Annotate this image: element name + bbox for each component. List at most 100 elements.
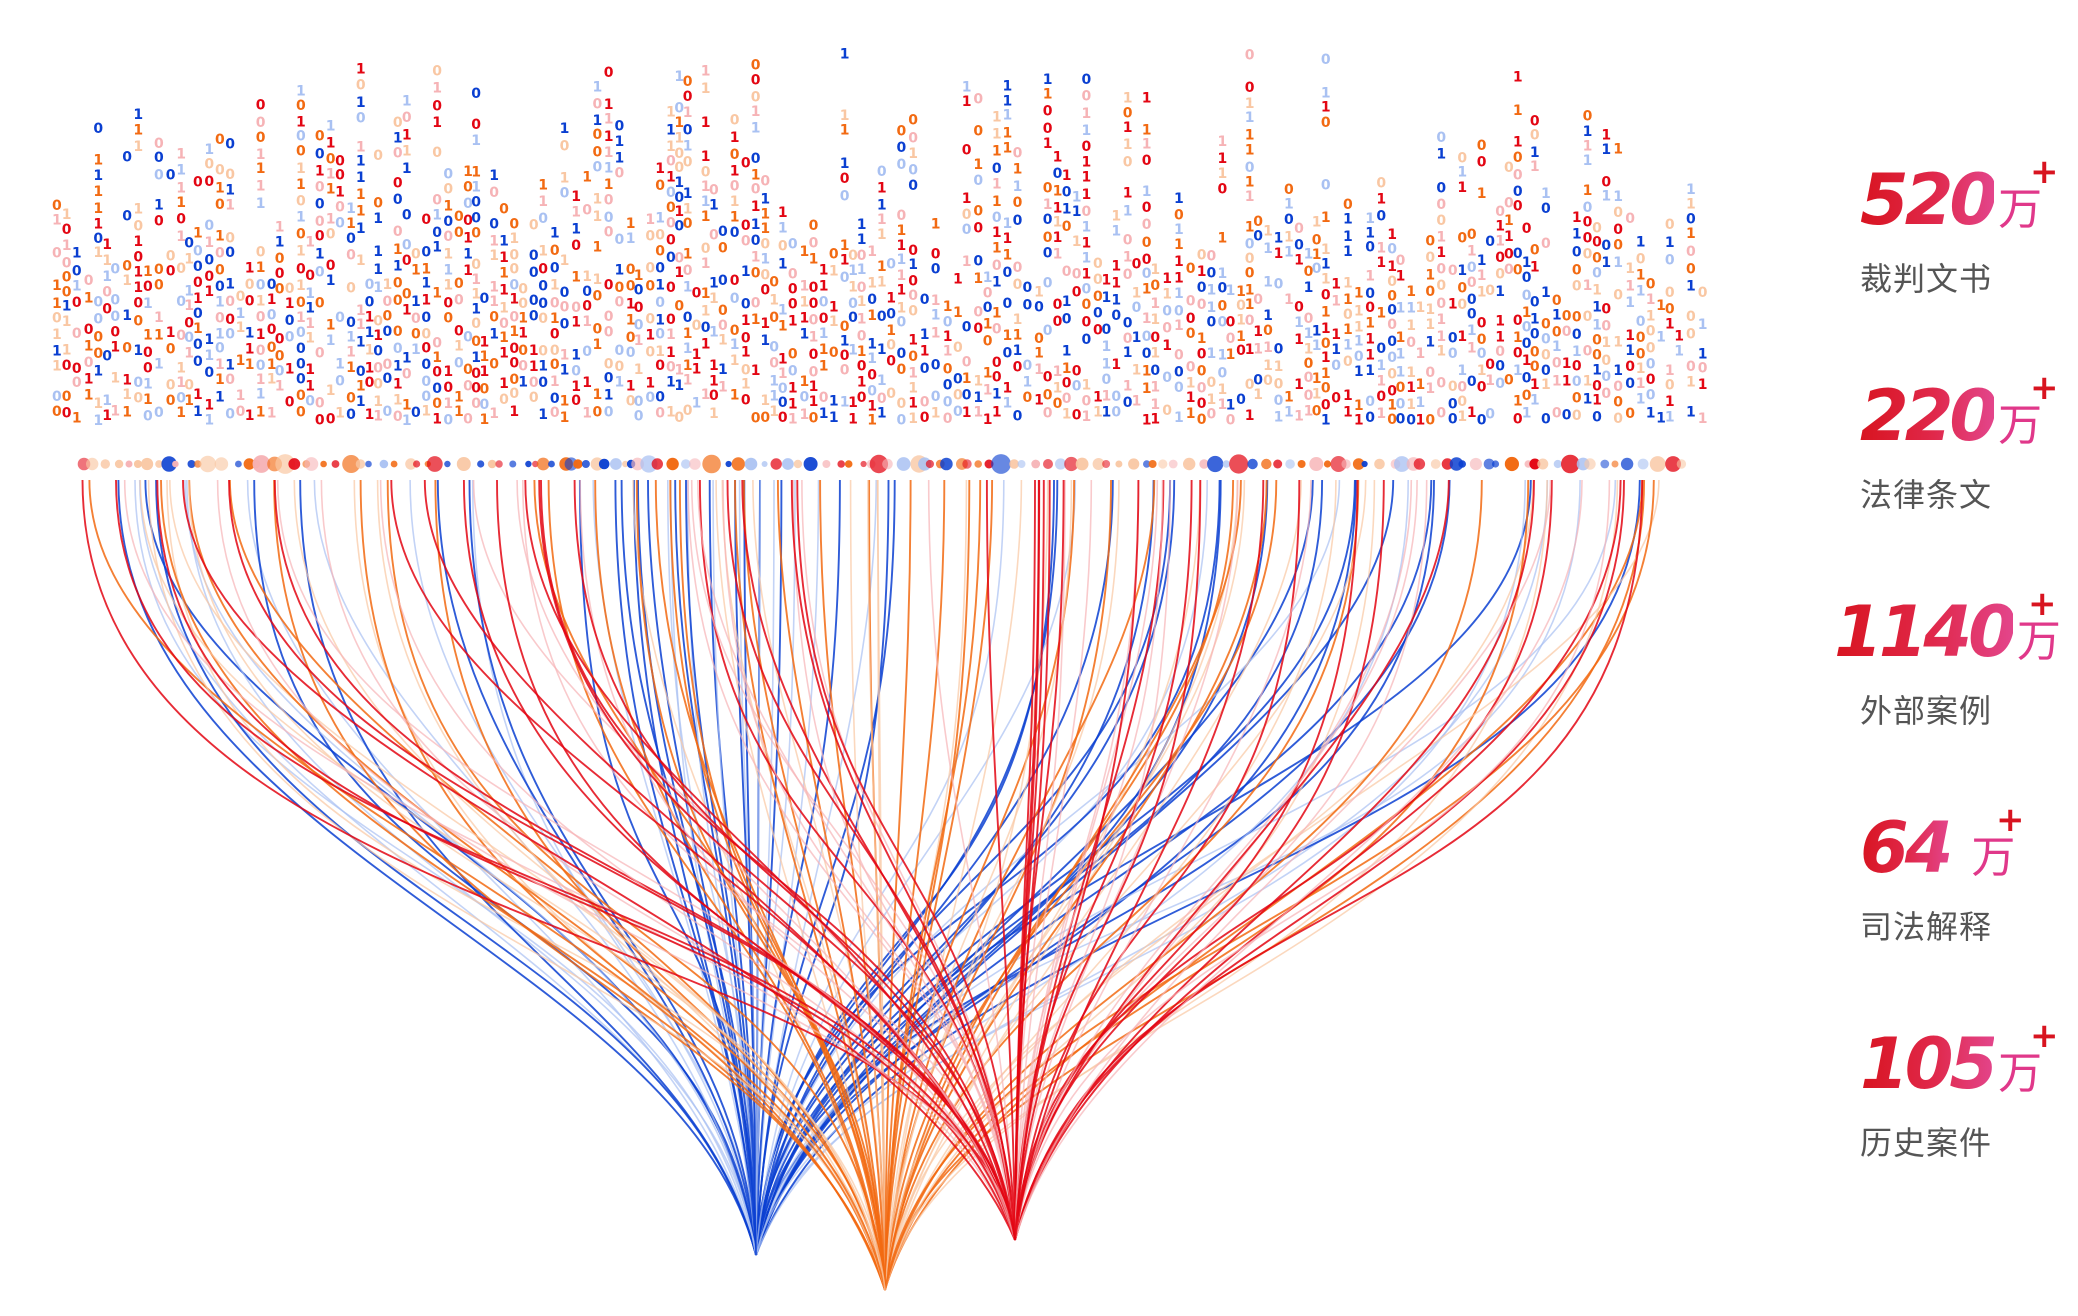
flow-curve — [884, 479, 946, 1291]
binary-digit: 1 — [1132, 330, 1142, 346]
binary-digit: 0 — [1053, 166, 1063, 182]
binary-digit: 0 — [215, 163, 225, 179]
binary-digit: 0 — [1665, 217, 1675, 233]
binary-digit: 1 — [432, 286, 442, 302]
binary-digit: 0 — [62, 284, 72, 300]
binary-digit: 1 — [1513, 363, 1523, 379]
binary-digit: 1 — [655, 344, 665, 360]
binary-digit: 1 — [256, 405, 266, 421]
binary-digit: 0 — [1186, 311, 1196, 327]
binary-digit: 0 — [1376, 341, 1386, 357]
binary-digit: 1 — [992, 177, 1002, 193]
binary-digit: 1 — [1686, 404, 1696, 420]
binary-digit: 1 — [840, 395, 850, 411]
binary-digit: 1 — [356, 204, 366, 220]
binary-digit: 1 — [102, 237, 112, 253]
binary-digit: 0 — [1572, 245, 1582, 261]
binary-digit: 1 — [983, 317, 993, 333]
binary-digit: 1 — [509, 324, 519, 340]
binary-digit: 0 — [518, 343, 528, 359]
binary-digit: 0 — [383, 294, 393, 310]
binary-digit: 1 — [1102, 290, 1112, 306]
data-dot — [379, 459, 389, 469]
binary-digit: 0 — [1646, 324, 1656, 340]
binary-digit: 0 — [1142, 200, 1152, 216]
binary-digit: 0 — [463, 379, 473, 395]
binary-digit: 1 — [1093, 404, 1103, 420]
binary-digit: 1 — [683, 358, 693, 374]
binary-digit: 0 — [489, 309, 499, 325]
binary-digit: 0 — [225, 230, 235, 246]
binary-digit: 1 — [1082, 170, 1092, 186]
binary-digit: 0 — [454, 324, 464, 340]
binary-digit: 0 — [335, 373, 345, 389]
binary-digit: 0 — [1043, 370, 1053, 386]
binary-digit: 1 — [373, 328, 383, 344]
binary-digit: 1 — [741, 264, 751, 280]
binary-digit: 1 — [1522, 406, 1532, 422]
binary-digit: 0 — [1436, 213, 1446, 229]
binary-digit: 0 — [1304, 356, 1314, 372]
binary-digit: 0 — [315, 413, 325, 429]
flow-curve — [1014, 479, 1359, 1241]
binary-digit: 1 — [538, 407, 548, 423]
data-dot — [1637, 458, 1649, 470]
binary-digit: 0 — [983, 286, 993, 302]
binary-digit: 1 — [1562, 356, 1572, 372]
data-dot — [187, 460, 196, 468]
binary-digit: 1 — [1436, 147, 1446, 163]
binary-digit: 1 — [666, 405, 676, 421]
binary-digit: 0 — [718, 224, 728, 240]
binary-digit: 1 — [1436, 245, 1446, 261]
binary-digit: 0 — [184, 330, 194, 346]
binary-digit: 1 — [1253, 341, 1263, 357]
binary-digit: 1 — [983, 412, 993, 428]
binary-digit: 1 — [1530, 260, 1540, 276]
flow-curve — [755, 479, 1341, 1256]
binary-digit: 1 — [1477, 186, 1487, 202]
binary-digit: 0 — [133, 313, 143, 329]
stat-label: 法律条文 — [1860, 476, 1993, 514]
binary-digit: 1 — [778, 352, 788, 368]
binary-digit: 0 — [897, 314, 907, 330]
binary-digit: 1 — [443, 263, 453, 279]
binary-digit: 1 — [1034, 362, 1044, 378]
binary-digit: 1 — [1376, 374, 1386, 390]
binary-digit: 1 — [480, 335, 490, 351]
binary-digit: 0 — [267, 340, 277, 356]
binary-digit: 1 — [604, 97, 614, 113]
binary-digit: 1 — [373, 280, 383, 296]
binary-digit: 0 — [1236, 298, 1246, 314]
binary-digit: 1 — [373, 408, 383, 424]
data-dot — [1584, 458, 1596, 470]
binary-digit: 1 — [176, 147, 186, 163]
binary-digit: 1 — [335, 357, 345, 373]
binary-digit: 0 — [730, 273, 740, 289]
binary-digit: 0 — [1082, 281, 1092, 297]
binary-digit: 0 — [931, 262, 941, 278]
binary-digit: 0 — [421, 374, 431, 390]
binary-digit: 1 — [809, 251, 819, 267]
binary-digit: 0 — [920, 395, 930, 411]
binary-digit: 1 — [1572, 210, 1582, 226]
binary-digit: 1 — [840, 108, 850, 124]
binary-digit: 0 — [683, 123, 693, 139]
binary-digit: 0 — [529, 309, 539, 325]
binary-digit: 0 — [593, 127, 603, 143]
binary-digit: 1 — [499, 376, 509, 392]
binary-digit: 1 — [365, 309, 375, 325]
binary-digit: 1 — [256, 387, 266, 403]
binary-digit: 0 — [1396, 412, 1406, 428]
binary-digit: 1 — [593, 80, 603, 96]
binary-digit: 0 — [509, 309, 519, 325]
binary-digit: 1 — [326, 273, 336, 289]
binary-digit: 1 — [857, 294, 867, 310]
binary-digit: 1 — [730, 209, 740, 225]
binary-digit: 0 — [760, 237, 770, 253]
binary-digit: 0 — [683, 403, 693, 419]
binary-digit: 1 — [931, 308, 941, 324]
binary-digit: 1 — [840, 252, 850, 268]
binary-digit: 1 — [1142, 364, 1152, 380]
binary-digit: 0 — [1636, 314, 1646, 330]
binary-digit: 1 — [718, 380, 728, 396]
